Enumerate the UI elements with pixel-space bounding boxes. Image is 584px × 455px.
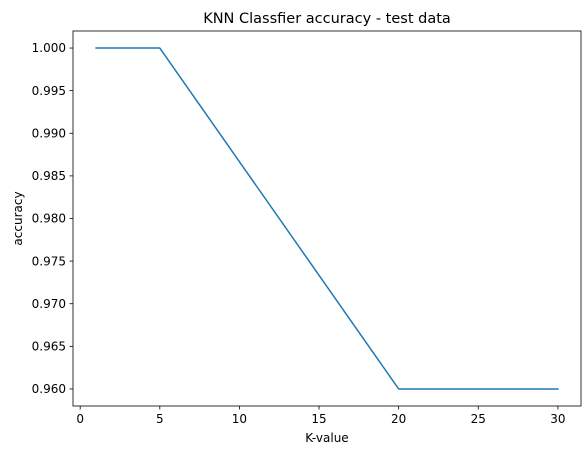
x-tick-label: 20 (391, 412, 406, 426)
x-tick-label: 30 (550, 412, 565, 426)
plot-background (73, 31, 581, 406)
y-axis-label: accuracy (11, 191, 25, 245)
y-tick-label: 0.975 (32, 254, 66, 268)
series-layer (95, 47, 559, 390)
y-axis: 0.960 0.965 0.970 0.975 0.980 0.985 0.990 0.995… (32, 41, 73, 396)
y-tick-label: 0.990 (32, 126, 66, 140)
y-tick-label: 0.995 (32, 84, 66, 98)
chart-title: KNN Classfier accuracy - test data (203, 11, 451, 27)
x-tick-label: 10 (232, 412, 247, 426)
y-tick-label: 0.980 (32, 212, 66, 226)
x-tick-label: 5 (156, 412, 164, 426)
y-tick-label: 0.970 (32, 297, 66, 311)
y-tick-label: 1.000 (32, 41, 66, 55)
y-tick-label: 0.985 (32, 169, 66, 183)
series-line-0 (95, 47, 559, 390)
x-tick-label: 15 (311, 412, 326, 426)
x-tick-label: 25 (471, 412, 486, 426)
plot-area (73, 31, 581, 406)
x-axis: 0 5 10 15 20 25 30 (76, 406, 566, 426)
x-axis-label: K-value (305, 431, 348, 445)
y-tick-label: 0.965 (32, 340, 66, 354)
y-tick-label: 0.960 (32, 382, 66, 396)
x-tick-label: 0 (76, 412, 84, 426)
